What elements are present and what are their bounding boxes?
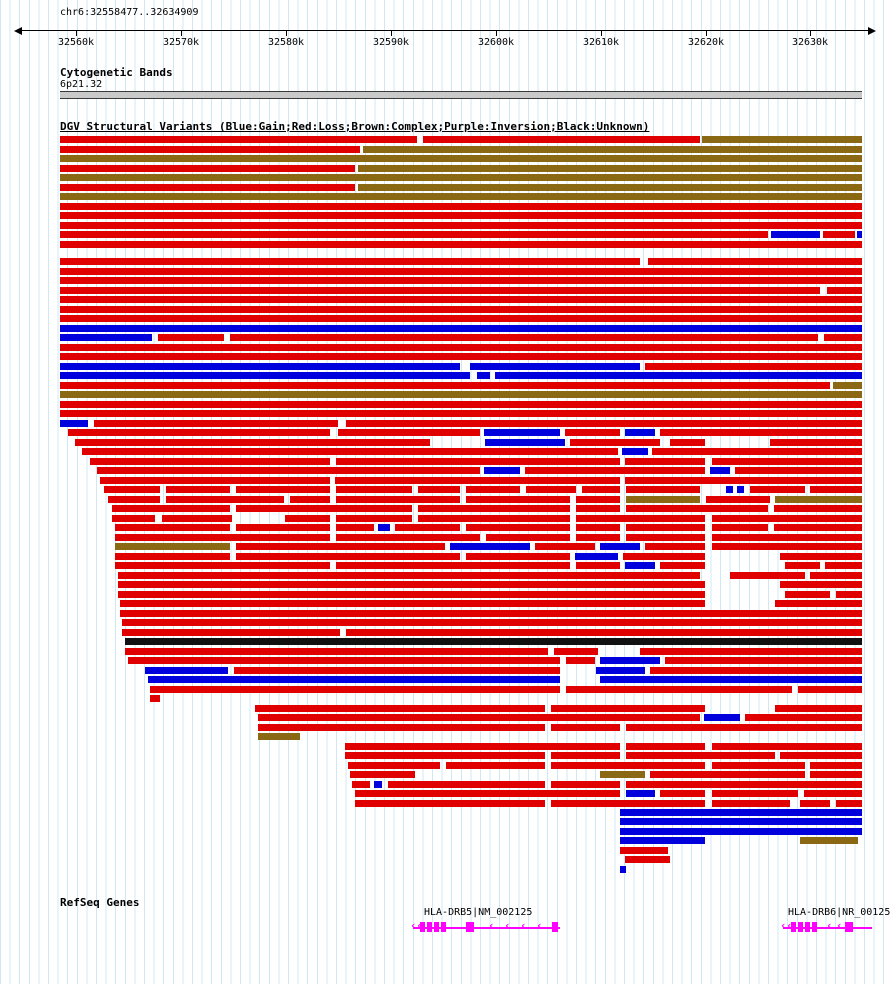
gene-exon[interactable] xyxy=(434,922,439,932)
gene-direction-arrow-icon: ‹ xyxy=(836,920,843,931)
gene-direction-arrow-icon: ‹ xyxy=(826,920,833,931)
gene-exon[interactable] xyxy=(466,922,474,932)
refseq-gene-track: HLA-DRB5|NM_002125‹‹‹‹‹‹HLA-DRB6|NR_0012… xyxy=(0,0,890,984)
gene-direction-arrow-icon: ‹ xyxy=(504,920,511,931)
gene-direction-arrow-icon: ‹ xyxy=(786,920,793,931)
gene-exon[interactable] xyxy=(798,922,803,932)
gene-direction-arrow-icon: ‹ xyxy=(536,920,543,931)
gene-label: HLA-DRB6|NR_00125 xyxy=(788,907,890,918)
gene-exon[interactable] xyxy=(441,922,446,932)
gene-label: HLA-DRB5|NM_002125 xyxy=(424,907,532,918)
gene-direction-arrow-icon: ‹ xyxy=(416,920,423,931)
gene-exon[interactable] xyxy=(427,922,432,932)
gene-direction-arrow-icon: ‹ xyxy=(488,920,495,931)
gene-direction-arrow-icon: ‹ xyxy=(520,920,527,931)
gene-exon[interactable] xyxy=(552,922,558,932)
genome-browser-panel: chr6:32558477..32634909 32560k32570k3258… xyxy=(0,0,890,984)
gene-exon[interactable] xyxy=(845,922,853,932)
gene-exon[interactable] xyxy=(805,922,810,932)
gene-exon[interactable] xyxy=(812,922,817,932)
